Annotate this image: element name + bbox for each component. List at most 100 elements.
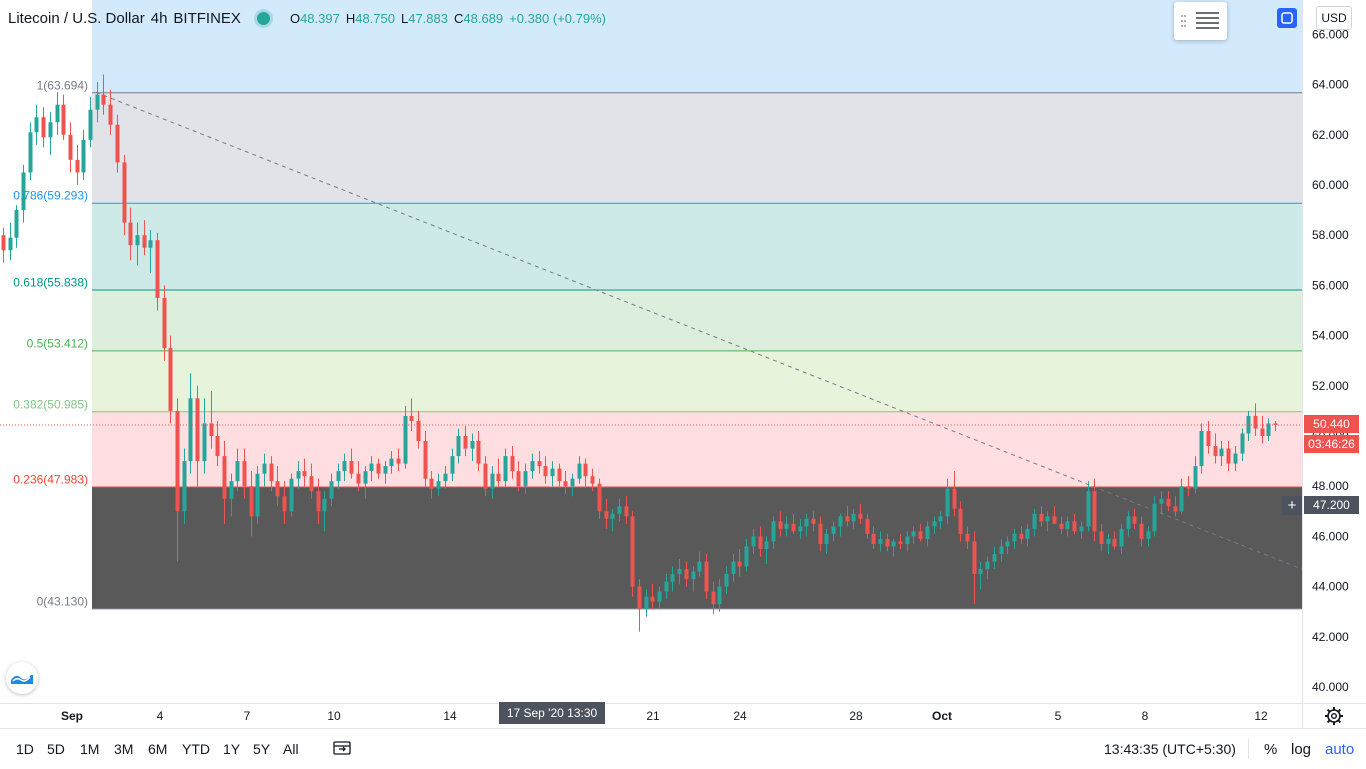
candle-body <box>664 581 669 592</box>
candle-body <box>416 420 421 442</box>
candle-body <box>550 468 555 477</box>
candle-body <box>878 538 883 544</box>
currency-button[interactable]: USD <box>1316 6 1352 30</box>
range-1y[interactable]: 1Y <box>223 741 241 757</box>
settings-lines-button[interactable] <box>1174 2 1227 40</box>
settings-lines-icon <box>1181 12 1219 29</box>
candle-body <box>503 456 508 482</box>
range-6m[interactable]: 6M <box>148 741 168 757</box>
candle-body <box>885 538 890 547</box>
candle-body <box>356 473 361 484</box>
auto-scale-toggle[interactable]: auto <box>1325 741 1355 758</box>
tradingview-logo[interactable] <box>6 662 38 694</box>
low-value: 47.883 <box>408 10 448 26</box>
candle-body <box>677 569 682 575</box>
goto-date-button[interactable] <box>333 740 351 759</box>
time-tick-label: 8 <box>1142 709 1149 723</box>
candle-body <box>711 591 716 605</box>
candle-body <box>369 463 374 472</box>
range-1d[interactable]: 1D <box>16 741 34 757</box>
candle-body <box>409 415 414 421</box>
candle-body <box>1266 423 1271 436</box>
percent-scale-toggle[interactable]: % <box>1264 741 1278 758</box>
fib-label-0.236: 0.236(47.983) <box>13 473 88 487</box>
symbol-name[interactable]: Litecoin / U.S. Dollar <box>8 9 145 27</box>
fib-zone-0 <box>92 486 1302 609</box>
candle-body <box>932 521 937 527</box>
range-ytd[interactable]: YTD <box>182 741 210 757</box>
candle-body <box>41 117 46 138</box>
price-chart[interactable]: 1(63.694) 0.786(59.293) 0.618(55.838) 0.5(5… <box>0 0 1366 728</box>
price-tick-label: 60.000 <box>1312 178 1349 192</box>
crosshair-plus-icon[interactable]: + <box>1282 496 1302 515</box>
candle-body <box>195 398 200 462</box>
candle-body <box>282 496 287 512</box>
candle-body <box>28 132 33 173</box>
time-axis[interactable]: Sep 4 7 10 14 21 24 28 Oct 5 8 12 <box>61 709 1268 723</box>
candle-body <box>952 488 957 509</box>
divider <box>1248 739 1249 759</box>
range-all[interactable]: All <box>283 741 299 757</box>
candle-body <box>845 516 850 522</box>
fib-zone-0.618 <box>92 202 1302 290</box>
candle-body <box>851 513 856 522</box>
gear-icon[interactable] <box>1325 707 1343 725</box>
candle-body <box>423 441 428 479</box>
last-price-tag: 50.440 <box>1304 415 1359 433</box>
price-axis[interactable]: 40.00042.00044.00046.00048.00050.00052.0… <box>1312 27 1349 694</box>
candle-body <box>597 483 602 512</box>
candle-body <box>389 458 394 467</box>
candle-body <box>1032 513 1037 529</box>
range-1m[interactable]: 1M <box>80 741 100 757</box>
candle-body <box>557 468 562 482</box>
candle-body <box>429 478 434 489</box>
candle-body <box>1126 516 1131 529</box>
candle-body <box>316 491 321 512</box>
time-tick-label: 5 <box>1055 709 1062 723</box>
candle-body <box>476 441 481 464</box>
candle-body <box>590 476 595 484</box>
fib-label-0.618: 0.618(55.838) <box>13 275 88 289</box>
price-tick-label: 48.000 <box>1312 479 1349 493</box>
candle-body <box>162 297 167 349</box>
price-tick-label: 62.000 <box>1312 128 1349 142</box>
candle-body <box>329 481 334 499</box>
bar-countdown-tag: 03:46:26 <box>1304 435 1359 453</box>
crosshair-price-tag: 47.200 <box>1304 496 1359 514</box>
interval[interactable]: 4h <box>150 9 168 27</box>
candle-body <box>744 546 749 567</box>
candles <box>1 74 1278 632</box>
clock-timezone[interactable]: 13:43:35 (UTC+5:30) <box>1104 741 1236 757</box>
price-tick-label: 54.000 <box>1312 329 1349 343</box>
candle-body <box>209 423 214 436</box>
candle-body <box>34 117 39 133</box>
candle-body <box>1260 428 1265 436</box>
fullscreen-button[interactable] <box>1277 8 1297 28</box>
candle-body <box>48 122 53 138</box>
candle-body <box>249 486 254 517</box>
candle-body <box>985 561 990 570</box>
candle-body <box>717 586 722 605</box>
tradingview-logo-icon <box>11 675 33 684</box>
trend-line[interactable] <box>95 91 1303 570</box>
candle-body <box>289 478 294 512</box>
candle-body <box>818 523 823 544</box>
range-5y[interactable]: 5Y <box>253 741 271 757</box>
range-5d[interactable]: 5D <box>47 741 65 757</box>
market-status-icon[interactable] <box>256 11 270 25</box>
candle-body <box>436 481 441 489</box>
high-label: H <box>345 10 356 26</box>
candle-body <box>68 134 73 160</box>
fib-zone-0.236 <box>92 411 1302 487</box>
log-scale-toggle[interactable]: log <box>1291 741 1312 758</box>
candle-body <box>563 481 568 487</box>
candle-body <box>443 473 448 482</box>
candle-body <box>142 235 147 248</box>
candle-body <box>396 458 401 464</box>
candle-body <box>510 456 515 472</box>
candle-body <box>188 398 193 462</box>
candle-body <box>1 235 6 251</box>
candle-body <box>1173 506 1178 512</box>
range-3m[interactable]: 3M <box>114 741 134 757</box>
candle-body <box>791 523 796 532</box>
